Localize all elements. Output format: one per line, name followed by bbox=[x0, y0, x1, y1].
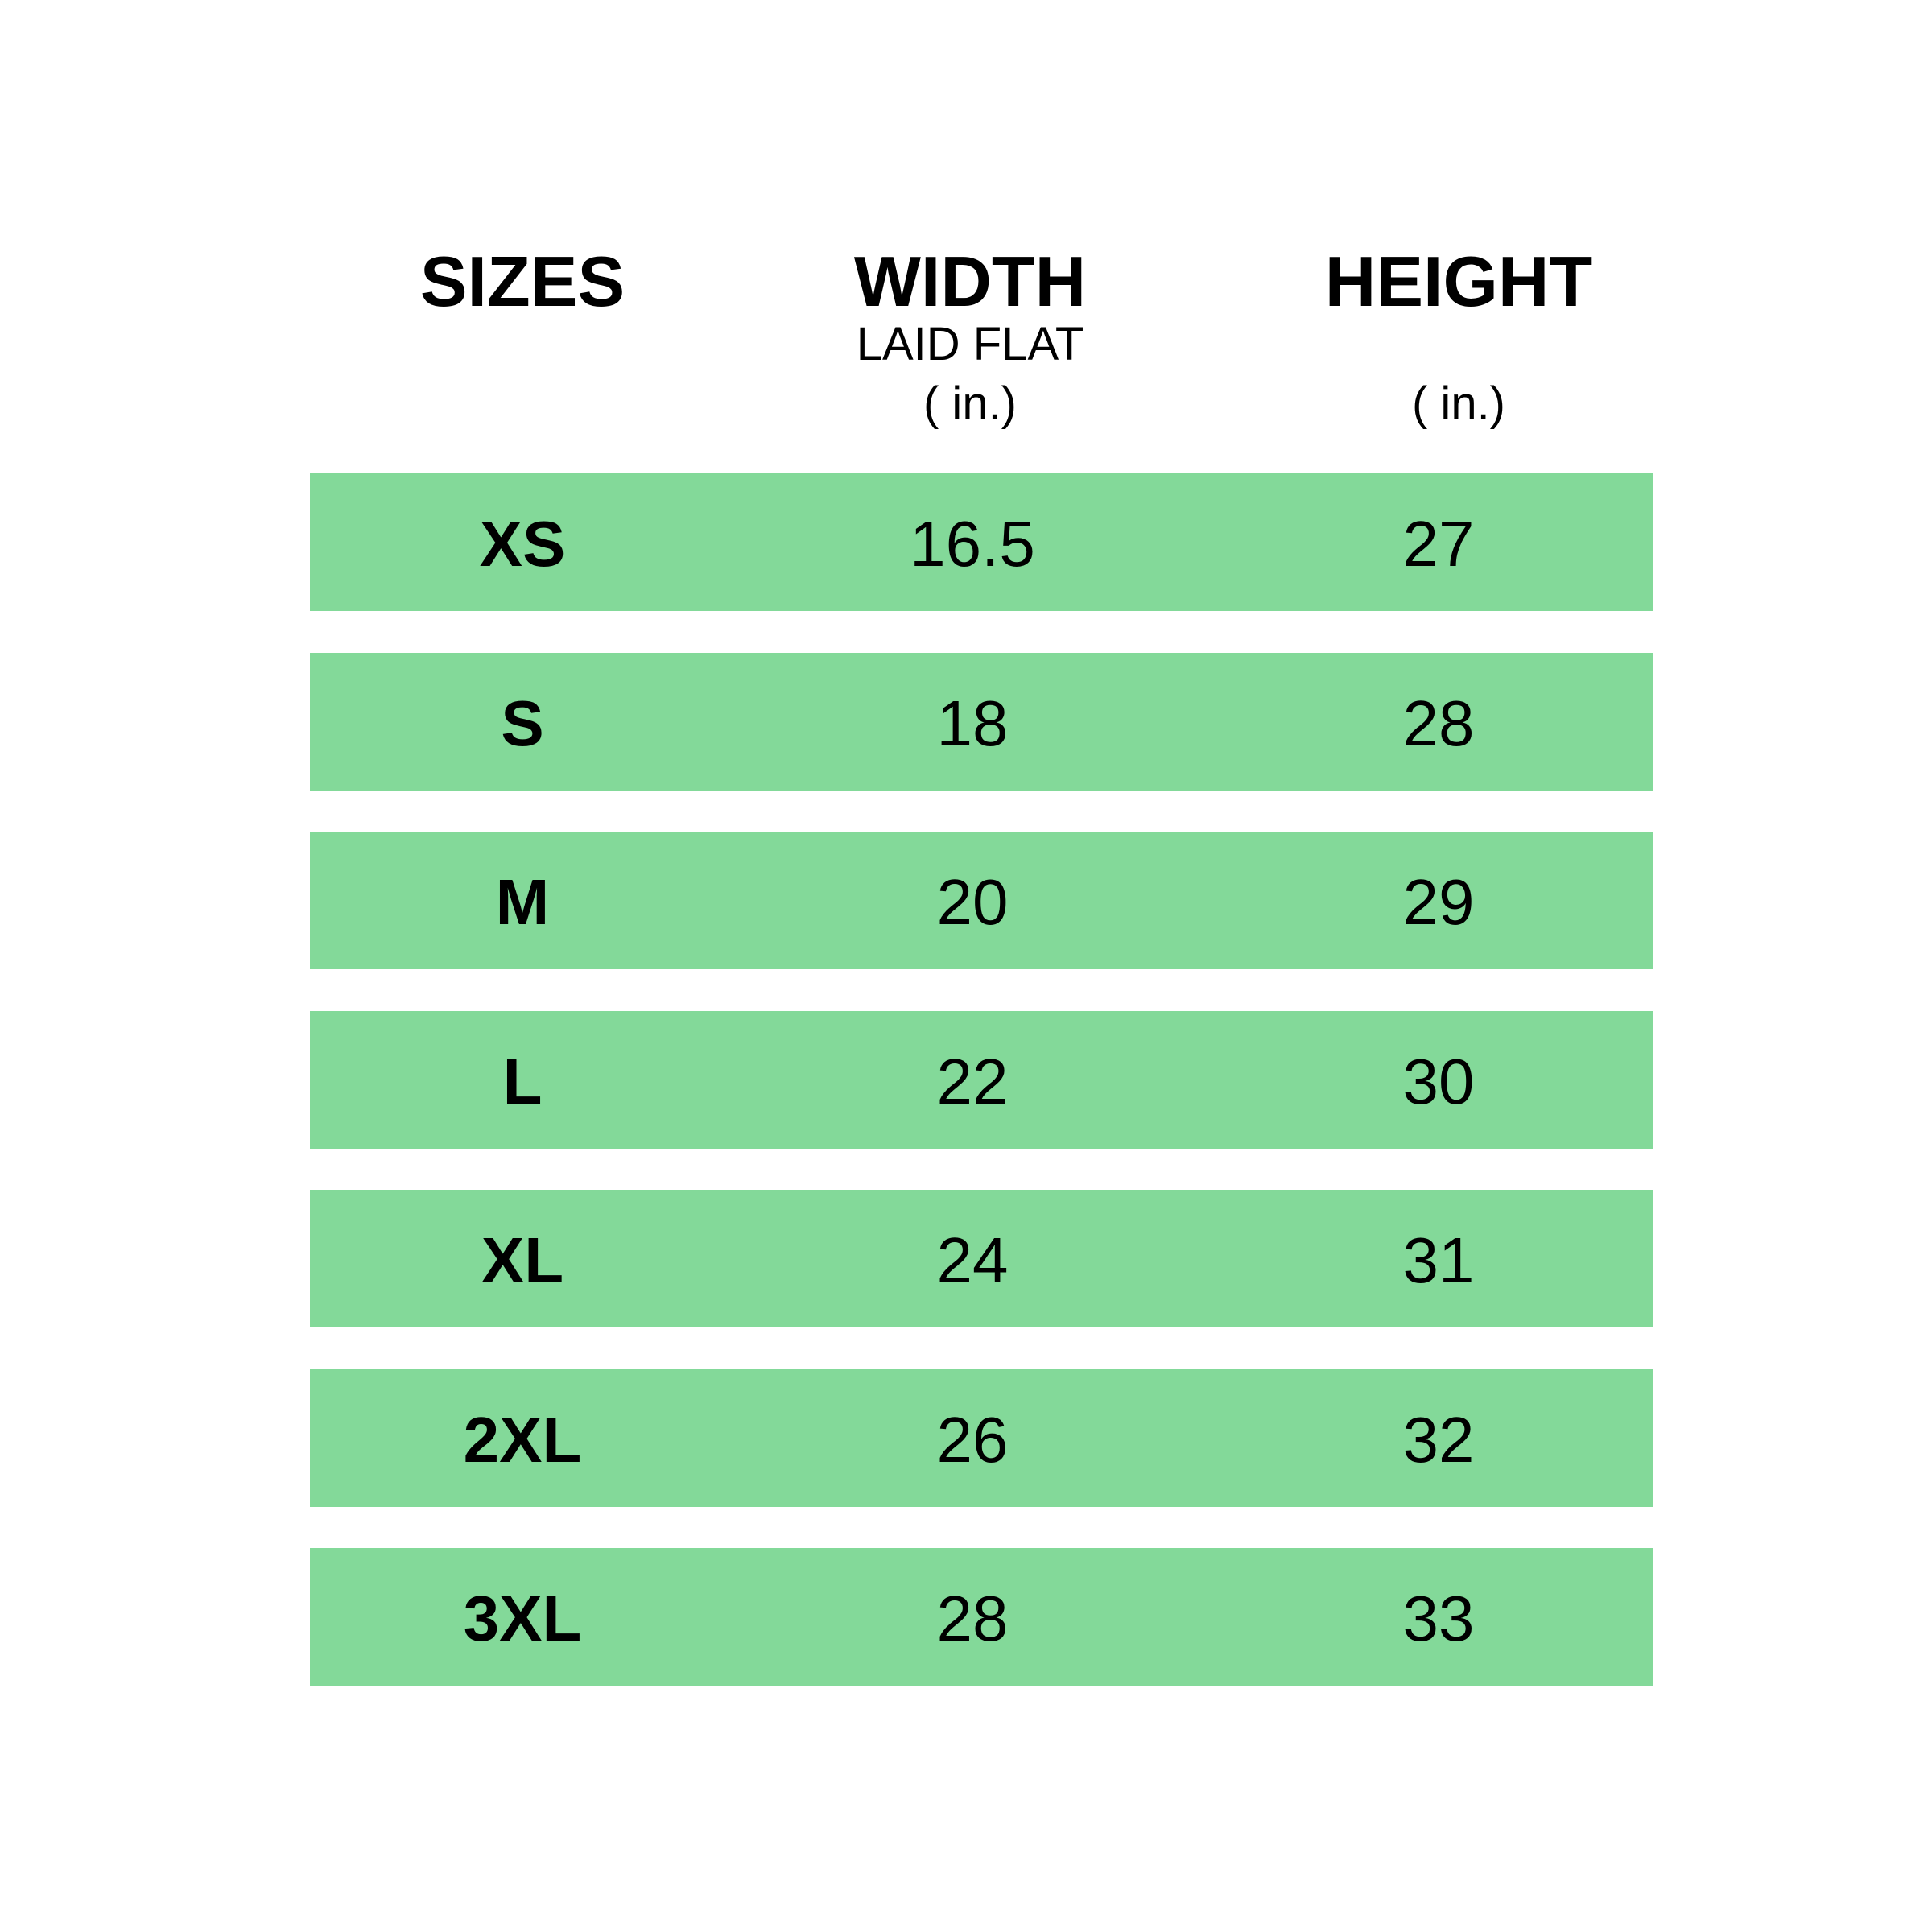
column-subheader: LAID FLAT bbox=[856, 318, 1084, 370]
measurement: 26 bbox=[936, 1403, 1009, 1476]
table-row bbox=[310, 1010, 1653, 1149]
size-label: S bbox=[501, 687, 544, 759]
measurement: 32 bbox=[1402, 1403, 1475, 1476]
size-label: M bbox=[495, 866, 550, 938]
measurement: 28 bbox=[936, 1583, 1009, 1654]
measurement: 30 bbox=[1402, 1045, 1475, 1117]
size-label: XS bbox=[479, 508, 566, 580]
measurement: 20 bbox=[936, 866, 1009, 938]
table-row bbox=[310, 652, 1653, 791]
measurement: 28 bbox=[1402, 687, 1475, 759]
table-row bbox=[310, 1190, 1653, 1327]
measurement: 16.5 bbox=[910, 508, 1035, 580]
column-header: WIDTH bbox=[853, 242, 1087, 321]
measurement: 31 bbox=[1402, 1224, 1475, 1296]
size-label: 2XL bbox=[463, 1403, 582, 1476]
table-row bbox=[310, 1548, 1653, 1686]
measurement: 22 bbox=[936, 1045, 1009, 1117]
measurement: 18 bbox=[936, 687, 1009, 759]
column-header: SIZES bbox=[419, 242, 625, 321]
measurement: 27 bbox=[1402, 508, 1475, 580]
measurement: 29 bbox=[1402, 866, 1475, 938]
column-unit: ( in.) bbox=[923, 378, 1017, 430]
measurement: 33 bbox=[1402, 1583, 1475, 1654]
size-label: XL bbox=[481, 1224, 564, 1296]
size-label: L bbox=[502, 1045, 543, 1117]
table-row bbox=[310, 1368, 1653, 1507]
table-row bbox=[310, 473, 1653, 611]
table-row bbox=[310, 832, 1653, 969]
column-unit: ( in.) bbox=[1412, 378, 1505, 430]
measurement: 24 bbox=[936, 1224, 1009, 1296]
size-label: 3XL bbox=[463, 1583, 582, 1654]
column-header: HEIGHT bbox=[1324, 242, 1593, 321]
